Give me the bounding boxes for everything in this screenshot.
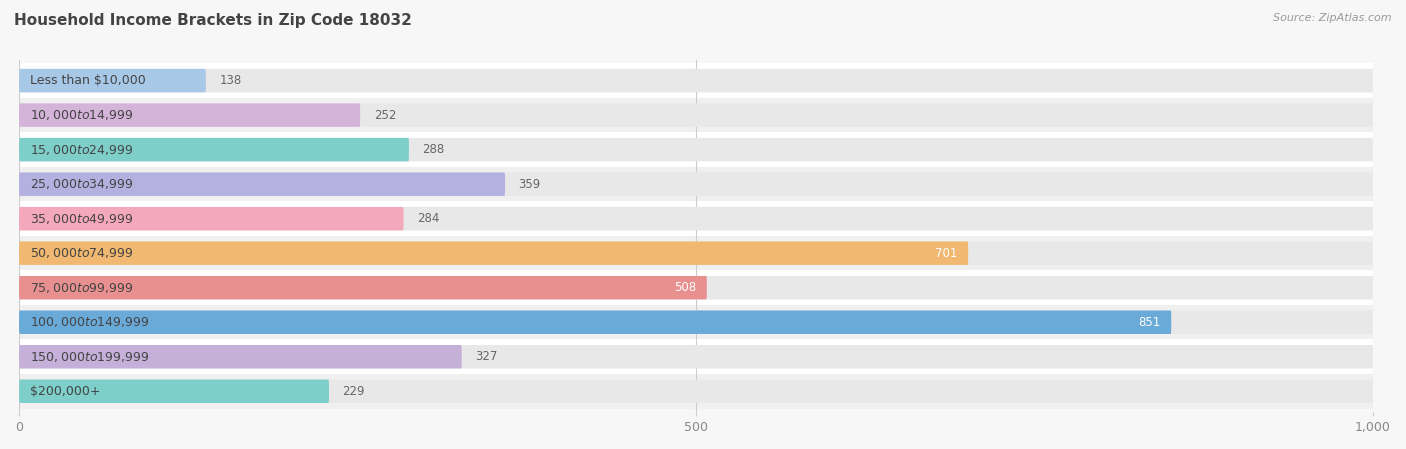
FancyBboxPatch shape bbox=[20, 276, 707, 299]
FancyBboxPatch shape bbox=[20, 242, 969, 265]
FancyBboxPatch shape bbox=[20, 138, 1374, 161]
FancyBboxPatch shape bbox=[20, 242, 1374, 265]
Text: 138: 138 bbox=[219, 74, 242, 87]
Text: 284: 284 bbox=[418, 212, 440, 225]
FancyBboxPatch shape bbox=[20, 207, 404, 230]
Text: 508: 508 bbox=[673, 281, 696, 294]
Text: 327: 327 bbox=[475, 350, 498, 363]
FancyBboxPatch shape bbox=[20, 207, 1374, 230]
Text: $35,000 to $49,999: $35,000 to $49,999 bbox=[30, 211, 134, 226]
FancyBboxPatch shape bbox=[20, 138, 409, 161]
Bar bbox=[20, 167, 1374, 202]
Bar bbox=[20, 132, 1374, 167]
Bar bbox=[20, 305, 1374, 339]
FancyBboxPatch shape bbox=[20, 345, 461, 369]
Bar bbox=[20, 63, 1374, 98]
Text: $50,000 to $74,999: $50,000 to $74,999 bbox=[30, 246, 134, 260]
Text: 252: 252 bbox=[374, 109, 396, 122]
Text: 229: 229 bbox=[343, 385, 366, 398]
Text: 701: 701 bbox=[935, 247, 957, 260]
Text: 359: 359 bbox=[519, 178, 541, 191]
Text: $25,000 to $34,999: $25,000 to $34,999 bbox=[30, 177, 134, 191]
FancyBboxPatch shape bbox=[20, 379, 1374, 403]
Text: $15,000 to $24,999: $15,000 to $24,999 bbox=[30, 143, 134, 157]
Text: $150,000 to $199,999: $150,000 to $199,999 bbox=[30, 350, 149, 364]
FancyBboxPatch shape bbox=[20, 379, 329, 403]
FancyBboxPatch shape bbox=[20, 311, 1374, 334]
FancyBboxPatch shape bbox=[20, 172, 1374, 196]
Text: 851: 851 bbox=[1139, 316, 1160, 329]
Bar bbox=[20, 339, 1374, 374]
FancyBboxPatch shape bbox=[20, 345, 1374, 369]
FancyBboxPatch shape bbox=[20, 69, 205, 92]
Bar bbox=[20, 374, 1374, 409]
FancyBboxPatch shape bbox=[20, 276, 1374, 299]
FancyBboxPatch shape bbox=[20, 103, 360, 127]
Text: Less than $10,000: Less than $10,000 bbox=[30, 74, 146, 87]
Text: Household Income Brackets in Zip Code 18032: Household Income Brackets in Zip Code 18… bbox=[14, 13, 412, 28]
Text: $10,000 to $14,999: $10,000 to $14,999 bbox=[30, 108, 134, 122]
FancyBboxPatch shape bbox=[20, 311, 1171, 334]
Bar bbox=[20, 202, 1374, 236]
Bar bbox=[20, 236, 1374, 270]
Bar bbox=[20, 98, 1374, 132]
Text: $200,000+: $200,000+ bbox=[30, 385, 100, 398]
FancyBboxPatch shape bbox=[20, 69, 1374, 92]
Text: $100,000 to $149,999: $100,000 to $149,999 bbox=[30, 315, 149, 329]
FancyBboxPatch shape bbox=[20, 103, 1374, 127]
Bar bbox=[20, 270, 1374, 305]
Text: 288: 288 bbox=[423, 143, 444, 156]
Text: Source: ZipAtlas.com: Source: ZipAtlas.com bbox=[1274, 13, 1392, 23]
Text: $75,000 to $99,999: $75,000 to $99,999 bbox=[30, 281, 134, 295]
FancyBboxPatch shape bbox=[20, 172, 505, 196]
